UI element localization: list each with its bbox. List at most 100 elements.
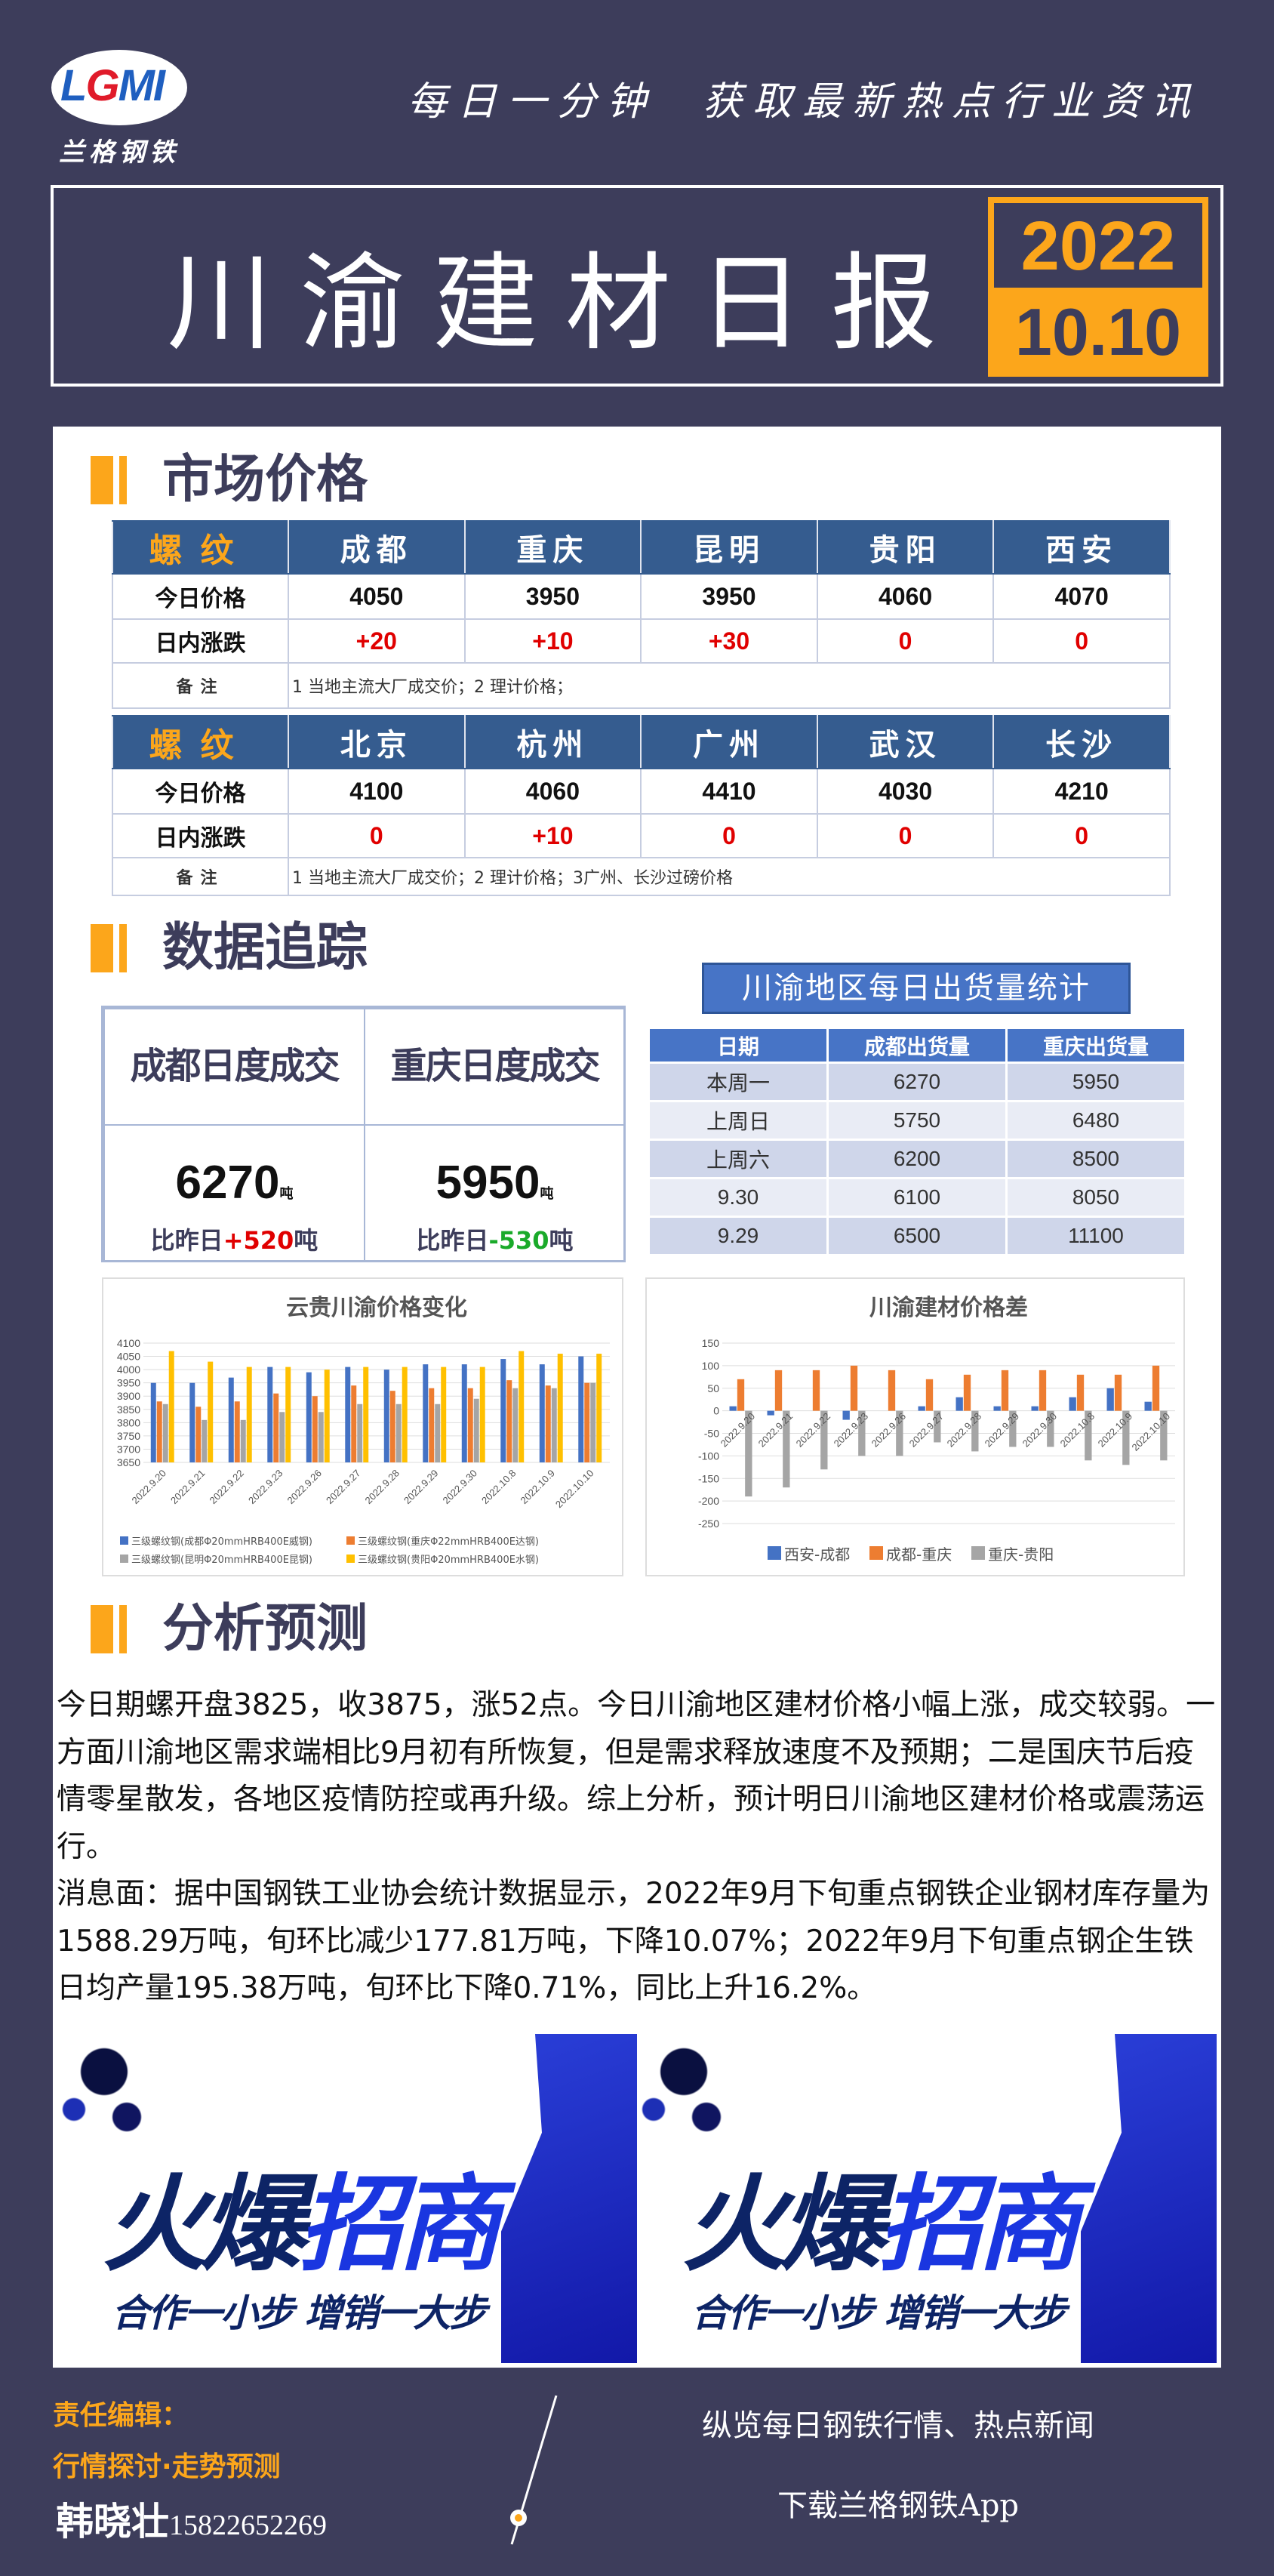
bar bbox=[467, 1388, 473, 1462]
shipment-cell: 上周日 bbox=[648, 1100, 829, 1141]
bar bbox=[1039, 1370, 1047, 1411]
bar bbox=[934, 1410, 941, 1443]
y-tick-label: 3950 bbox=[117, 1377, 140, 1389]
change-cell: +10 bbox=[463, 618, 642, 664]
shipment-header: 重庆出货量 bbox=[1005, 1027, 1186, 1064]
bar bbox=[273, 1393, 279, 1462]
compare-label: 比昨日 bbox=[150, 1226, 223, 1255]
city-header: 重庆 bbox=[463, 520, 642, 575]
logo-text: LGMI bbox=[60, 61, 165, 110]
compare-value: -530 bbox=[488, 1226, 549, 1255]
bar bbox=[168, 1351, 174, 1462]
bar bbox=[389, 1391, 395, 1462]
bar bbox=[963, 1374, 971, 1411]
brand-logo: LGMI 兰格钢铁 bbox=[45, 47, 196, 168]
legend-swatch bbox=[346, 1536, 355, 1545]
bar bbox=[195, 1407, 202, 1462]
y-tick-label: 3700 bbox=[117, 1443, 140, 1455]
change-cell: 0 bbox=[640, 813, 818, 858]
editor-phone: 15822652269 bbox=[169, 2510, 327, 2541]
change-label: 日内涨跌 bbox=[112, 618, 289, 664]
bar bbox=[737, 1379, 745, 1411]
bar bbox=[324, 1370, 330, 1462]
bar bbox=[767, 1410, 774, 1416]
logo-ring bbox=[51, 50, 187, 125]
date-day: 10.10 bbox=[1014, 294, 1182, 369]
change-cell: 0 bbox=[992, 813, 1171, 858]
title-box: 川渝建材日报 2022 10.10 bbox=[51, 185, 1223, 387]
bar bbox=[150, 1382, 156, 1462]
y-tick-label: 4100 bbox=[117, 1337, 140, 1349]
date-badge: 2022 10.10 bbox=[988, 197, 1208, 377]
shipment-row: 9.30 6100 8050 bbox=[648, 1177, 1186, 1218]
brand-name: 兰格钢铁 bbox=[59, 137, 180, 168]
banner-tagline: 合作一小步 增销一大步 bbox=[112, 2291, 487, 2335]
bar bbox=[539, 1364, 545, 1462]
shipment-cell: 6100 bbox=[826, 1177, 1008, 1218]
legend-swatch bbox=[869, 1546, 883, 1560]
compare-unit: 吨 bbox=[294, 1226, 318, 1255]
bar bbox=[971, 1410, 979, 1452]
bar bbox=[441, 1367, 447, 1462]
y-tick-label: 3900 bbox=[117, 1390, 140, 1402]
ad-banner[interactable]: 火爆招商 合作一小步 增销一大步 bbox=[59, 2034, 637, 2363]
y-tick-label: -50 bbox=[704, 1428, 719, 1440]
note-text: 1 当地主流大厂成交价；2 理计价格；3广州、长沙过磅价格 bbox=[288, 857, 1171, 896]
y-tick-label: -150 bbox=[698, 1472, 719, 1484]
price-cell: 4030 bbox=[816, 768, 995, 815]
bar bbox=[519, 1351, 525, 1462]
bar bbox=[500, 1359, 506, 1462]
price-table: 螺纹 北京 杭州 广州 武汉 长沙 今日价格 4100 4060 4410 4030 4210 日内涨跌… bbox=[112, 715, 1171, 896]
x-tick-label: 2022.10.10 bbox=[553, 1468, 596, 1511]
bar bbox=[357, 1404, 363, 1462]
shipment-cell: 6270 bbox=[826, 1062, 1008, 1102]
shipment-cell: 11100 bbox=[1005, 1216, 1186, 1256]
change-cell: 0 bbox=[288, 813, 466, 858]
analysis-paragraph: 今日期螺开盘3825，收3875，涨52点。今日川渝地区建材价格小幅上涨，成交较… bbox=[57, 1688, 1216, 1864]
bar bbox=[435, 1404, 441, 1462]
banner-tagline: 合作一小步 增销一大步 bbox=[691, 2291, 1066, 2335]
x-tick-label: 2022.9.27 bbox=[324, 1468, 363, 1507]
change-cell: 0 bbox=[816, 813, 995, 858]
note-label: 备注 bbox=[112, 662, 289, 709]
shipment-header: 日期 bbox=[648, 1027, 829, 1064]
bar bbox=[267, 1367, 273, 1462]
chengdu-deal: 6270吨 比昨日+520吨 bbox=[103, 1124, 365, 1262]
y-tick-label: -200 bbox=[698, 1495, 719, 1507]
bar bbox=[208, 1361, 214, 1462]
ad-banner[interactable]: 火爆招商 合作一小步 增销一大步 bbox=[639, 2034, 1217, 2363]
bar bbox=[363, 1367, 369, 1462]
shipment-title: 川渝地区每日出货量统计 bbox=[702, 963, 1131, 1014]
bar bbox=[551, 1388, 557, 1462]
bar bbox=[306, 1372, 312, 1462]
banner-headline: 招商 bbox=[299, 2164, 501, 2285]
bar bbox=[896, 1410, 903, 1456]
bar bbox=[1144, 1401, 1152, 1411]
bar bbox=[351, 1385, 357, 1462]
shipment-cell: 本周一 bbox=[648, 1062, 829, 1102]
bar bbox=[383, 1370, 389, 1462]
bar bbox=[234, 1401, 240, 1462]
download-app-link[interactable]: 下载兰格钢铁App bbox=[777, 2488, 1020, 2523]
bar bbox=[858, 1410, 866, 1456]
y-tick-label: -250 bbox=[698, 1518, 719, 1530]
x-tick-label: 2022.10.8 bbox=[479, 1468, 519, 1507]
bar bbox=[745, 1410, 752, 1497]
x-tick-label: 2022.9.30 bbox=[441, 1468, 480, 1507]
bar bbox=[156, 1401, 162, 1462]
bar bbox=[596, 1354, 602, 1462]
bar bbox=[1031, 1406, 1039, 1411]
bar bbox=[461, 1364, 467, 1462]
legend-swatch bbox=[120, 1536, 128, 1545]
bar bbox=[888, 1370, 896, 1411]
price-cell: 3950 bbox=[640, 573, 818, 620]
shipment-cell: 5950 bbox=[1005, 1062, 1186, 1102]
bar bbox=[1001, 1370, 1009, 1411]
bar bbox=[395, 1404, 402, 1462]
price-cell: 4060 bbox=[463, 768, 642, 815]
city-header: 广州 bbox=[640, 715, 818, 769]
x-tick-label: 2022.9.29 bbox=[402, 1468, 441, 1507]
y-tick-label: 3650 bbox=[117, 1456, 140, 1468]
bar bbox=[402, 1367, 408, 1462]
price-table: 螺纹 成都 重庆 昆明 贵阳 西安 今日价格 4050 3950 3950 4060 4070 日内涨跌… bbox=[112, 520, 1171, 709]
